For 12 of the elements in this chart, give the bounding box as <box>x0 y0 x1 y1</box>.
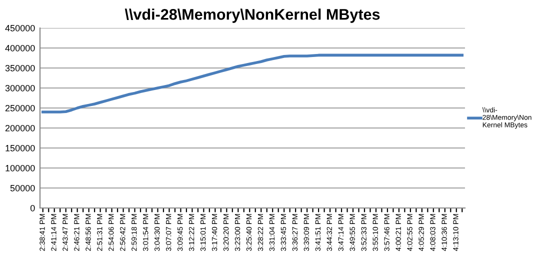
y-tick-label: 50000 <box>10 184 35 192</box>
y-tick-label: 200000 <box>5 124 35 132</box>
line-series <box>41 54 464 114</box>
y-tick-label: 150000 <box>6 144 35 152</box>
chart-title: \\vdi-28\Memory\NonKernel MBytes <box>124 8 380 23</box>
y-tick-label: 0 <box>30 204 35 212</box>
y-tick-label: 450000 <box>5 24 35 32</box>
y-tick-label: 100000 <box>6 164 35 172</box>
y-tick-label: 300000 <box>5 84 35 92</box>
y-tick-label: 400000 <box>5 44 35 52</box>
y-tick-label: 250000 <box>5 104 35 112</box>
y-tick-label: 350000 <box>5 64 35 72</box>
